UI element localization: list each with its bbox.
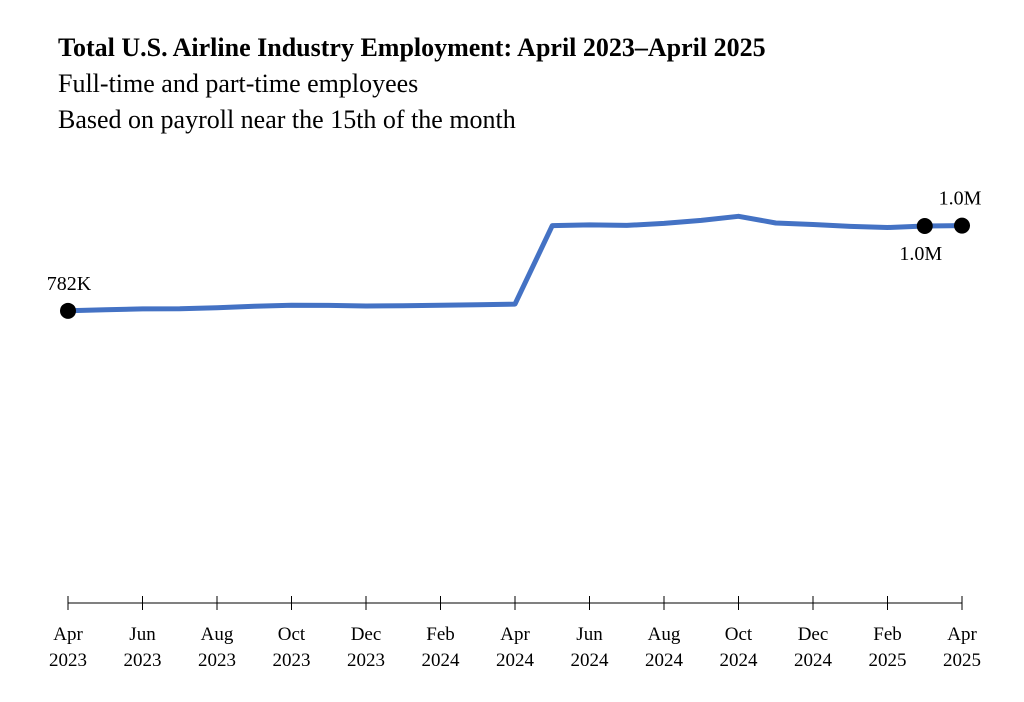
- data-label-0: 782K: [47, 273, 92, 295]
- x-tick-label-month-6: Apr: [500, 624, 530, 645]
- x-tick-label-year-5: 2024: [422, 650, 461, 671]
- x-tick-label-month-0: Apr: [53, 624, 83, 645]
- x-tick-label-year-7: 2024: [571, 650, 610, 671]
- data-point-marker-0: [60, 302, 76, 319]
- data-label-2: 1.0M: [939, 188, 982, 210]
- x-tick-label-month-4: Dec: [351, 624, 382, 645]
- x-tick-label-month-12: Apr: [947, 624, 977, 645]
- x-tick-label-month-5: Feb: [426, 624, 455, 645]
- x-tick-label-month-8: Aug: [648, 624, 681, 645]
- x-tick-label-month-9: Oct: [725, 624, 753, 645]
- data-label-1: 1.0M: [899, 243, 942, 265]
- x-tick-label-month-11: Feb: [873, 624, 902, 645]
- chart-subtitle-2: Based on payroll near the 15th of the mo…: [58, 105, 516, 134]
- x-tick-label-month-7: Jun: [576, 624, 603, 645]
- x-tick-label-year-8: 2024: [645, 650, 684, 671]
- series-line: [65, 213, 965, 314]
- x-tick-label-month-2: Aug: [201, 624, 234, 645]
- x-tick-label-year-0: 2023: [49, 650, 87, 671]
- x-tick-label-year-11: 2025: [869, 650, 907, 671]
- x-tick-label-year-10: 2024: [794, 650, 833, 671]
- x-tick-label-month-1: Jun: [129, 624, 156, 645]
- x-tick-label-year-2: 2023: [198, 650, 236, 671]
- x-tick-label-year-6: 2024: [496, 650, 535, 671]
- x-tick-label-month-3: Oct: [278, 624, 306, 645]
- x-tick-label-year-4: 2023: [347, 650, 385, 671]
- data-point-marker-2: [954, 217, 970, 234]
- chart-title: Total U.S. Airline Industry Employment: …: [58, 33, 766, 62]
- x-tick-label-month-10: Dec: [798, 624, 829, 645]
- x-tick-label-year-9: 2024: [720, 650, 759, 671]
- data-point-marker-1: [916, 218, 933, 235]
- x-tick-label-year-12: 2025: [943, 650, 981, 671]
- x-tick-label-year-3: 2023: [273, 650, 311, 671]
- chart-subtitle-1: Full-time and part-time employees: [58, 69, 419, 98]
- x-tick-label-year-1: 2023: [124, 650, 162, 671]
